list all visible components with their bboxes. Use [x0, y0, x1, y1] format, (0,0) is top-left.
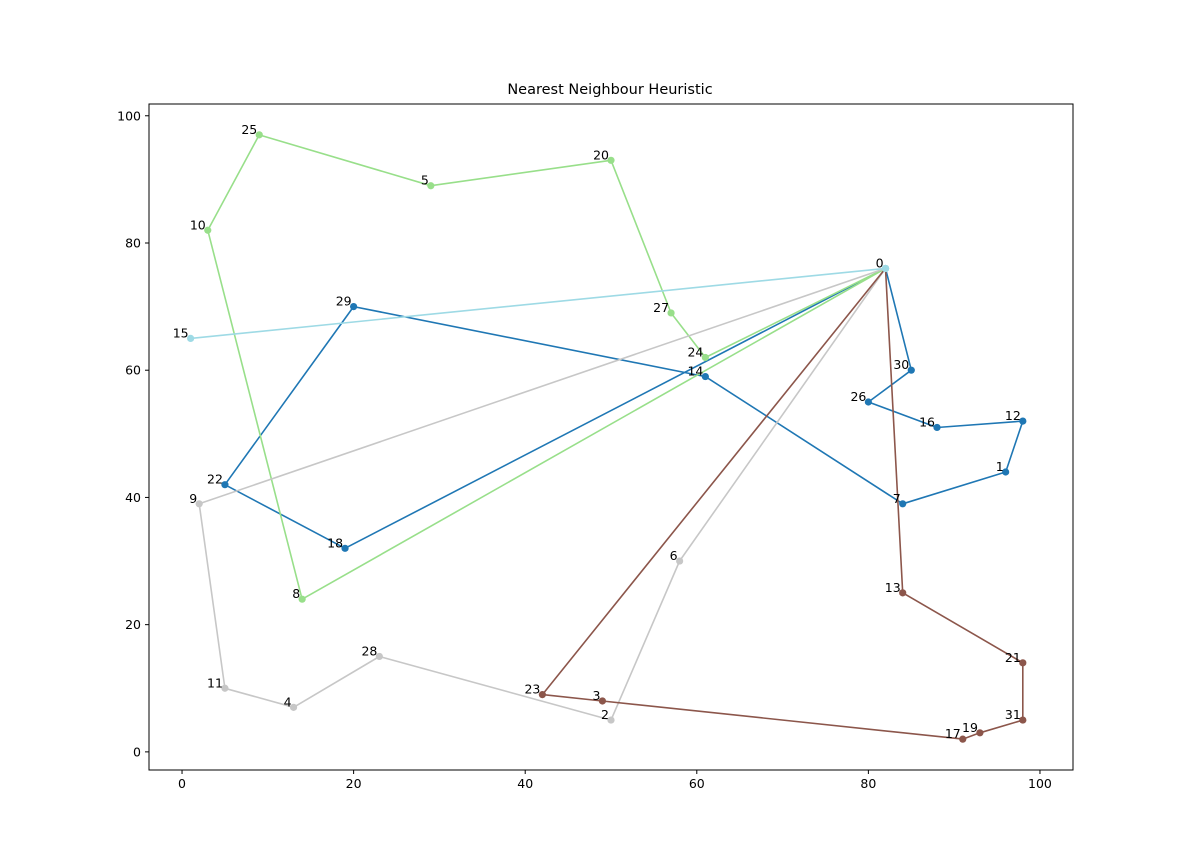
node-label-15: 15	[173, 325, 189, 340]
node-marker-10-s1	[204, 226, 212, 234]
node-marker-11-s2	[221, 684, 229, 692]
node-label-20: 20	[593, 147, 609, 162]
node-marker-8-s1	[298, 595, 306, 603]
x-tick-label-40: 40	[517, 776, 533, 791]
node-label-21: 21	[1005, 650, 1021, 665]
node-marker-18-s0	[341, 544, 349, 552]
node-marker-16-s0	[933, 423, 941, 432]
route-line-2	[198, 267, 887, 721]
node-marker-17-s3	[959, 735, 967, 743]
node-label-13: 13	[885, 580, 901, 595]
node-label-28: 28	[361, 643, 377, 658]
node-label-22: 22	[207, 472, 223, 487]
node-label-7: 7	[893, 491, 901, 506]
node-marker-5-s1	[427, 182, 435, 190]
node-label-14: 14	[687, 364, 703, 379]
y-tick-label-0: 0	[133, 744, 141, 759]
node-marker-26-s0	[864, 398, 872, 406]
node-marker-29-s0	[350, 302, 358, 311]
node-marker-20-s1	[607, 156, 615, 164]
y-tick-label-20: 20	[125, 617, 141, 632]
route-line-0	[224, 267, 1024, 550]
node-label-27: 27	[653, 300, 669, 315]
x-axis: 0 20 40 60 80 100	[178, 770, 1052, 791]
node-label-25: 25	[241, 122, 257, 137]
node-label-26: 26	[850, 389, 866, 404]
y-tick-label-60: 60	[125, 363, 141, 378]
node-marker-22-s0	[221, 481, 229, 489]
node-label-8: 8	[292, 586, 300, 601]
node-marker-9-s2	[195, 500, 203, 508]
node-marker-24-s1	[701, 353, 709, 362]
node-marker-1-s0	[1002, 468, 1010, 476]
node-label-23: 23	[524, 682, 540, 697]
node-marker-12-s0	[1019, 417, 1027, 425]
x-tick-label-100: 100	[1028, 776, 1052, 791]
node-marker-27-s1	[667, 309, 675, 317]
node-marker-31-s3	[1019, 716, 1027, 724]
x-tick-label-0: 0	[178, 776, 186, 791]
x-tick-label-60: 60	[689, 776, 705, 791]
node-label-19: 19	[962, 720, 978, 735]
route-lines	[189, 134, 1024, 740]
node-marker-23-s3	[538, 691, 546, 699]
node-marker-30-s0	[907, 366, 915, 374]
node-marker-6-s2	[676, 557, 684, 565]
node-label-6: 6	[670, 548, 678, 563]
node-label-4: 4	[284, 694, 292, 709]
node-label-11: 11	[207, 675, 223, 690]
node-label-2: 2	[601, 707, 609, 722]
node-marker-19-s3	[976, 729, 984, 737]
y-axis: 0 20 40 60 80 100	[117, 108, 149, 759]
node-marker-21-s3	[1019, 659, 1027, 667]
node-label-10: 10	[190, 217, 206, 232]
node-label-1: 1	[996, 459, 1004, 474]
node-marker-2-s2	[607, 716, 615, 724]
node-label-24: 24	[687, 344, 703, 359]
node-marker-15-s4	[187, 334, 195, 343]
node-label-5: 5	[421, 173, 429, 188]
node-marker-4-s2	[289, 703, 298, 711]
node-label-9: 9	[189, 491, 197, 506]
route-line-3	[541, 267, 1024, 740]
node-label-12: 12	[1005, 408, 1021, 423]
node-label-29: 29	[336, 294, 352, 309]
node-label-30: 30	[893, 357, 909, 372]
plot-frame	[148, 103, 1074, 771]
node-label-3: 3	[592, 688, 600, 703]
y-tick-label-80: 80	[125, 235, 141, 250]
node-label-16: 16	[919, 414, 935, 429]
node-marker-28-s2	[375, 652, 383, 661]
node-markers	[187, 131, 1027, 743]
chart-title: Nearest Neighbour Heuristic	[507, 82, 712, 98]
y-tick-label-40: 40	[125, 490, 141, 505]
node-label-17: 17	[945, 726, 961, 741]
node-marker-14-s0	[701, 372, 709, 381]
x-tick-label-80: 80	[860, 776, 876, 791]
node-marker-25-s1	[255, 131, 263, 139]
y-tick-label-100: 100	[117, 108, 141, 123]
node-label-0: 0	[876, 255, 884, 270]
node-label-18: 18	[327, 535, 343, 550]
node-marker-3-s3	[598, 697, 607, 705]
node-label-31: 31	[1005, 707, 1021, 722]
x-tick-label-20: 20	[346, 776, 362, 791]
node-marker-13-s3	[899, 589, 907, 597]
node-marker-7-s0	[899, 500, 907, 508]
node-labels: 0123456789101112131415161718192021222324…	[173, 122, 1021, 741]
node-marker-0-s4	[881, 264, 890, 273]
